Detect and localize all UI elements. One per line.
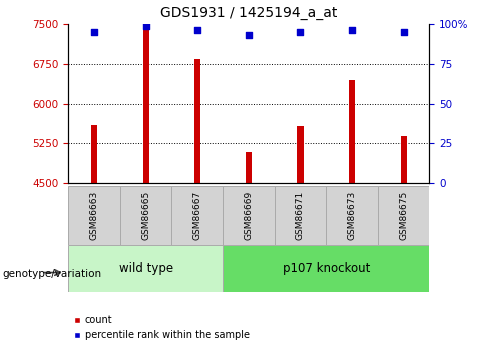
Text: GSM86669: GSM86669 (244, 191, 253, 240)
Text: GSM86663: GSM86663 (90, 191, 99, 240)
Bar (91, 125, 97, 183)
Point (245, 32, 253, 38)
Point (142, 23, 150, 29)
Title: GDS1931 / 1425194_a_at: GDS1931 / 1425194_a_at (160, 6, 338, 20)
Bar (246, 152, 252, 183)
Text: genotype/variation: genotype/variation (2, 269, 102, 279)
Point (193, 28, 201, 33)
Bar (120, 186, 171, 245)
Text: GSM86665: GSM86665 (141, 191, 150, 240)
Bar (223, 186, 275, 245)
Bar (142, 28, 149, 183)
Text: GSM86667: GSM86667 (193, 191, 202, 240)
Bar (68, 186, 120, 245)
Text: GSM86673: GSM86673 (347, 191, 357, 240)
Point (297, 29, 305, 35)
Legend: count, percentile rank within the sample: count, percentile rank within the sample (73, 315, 250, 340)
Point (90, 29, 98, 35)
Bar (223, 245, 429, 292)
Bar (275, 186, 326, 245)
Bar (326, 186, 378, 245)
Bar (297, 126, 304, 183)
Bar (68, 245, 223, 292)
Bar (171, 186, 223, 245)
Text: GSM86675: GSM86675 (399, 191, 408, 240)
Bar (401, 136, 407, 183)
Text: wild type: wild type (119, 262, 173, 275)
Bar (378, 186, 429, 245)
Bar (349, 80, 355, 183)
Point (348, 28, 356, 33)
Point (400, 29, 407, 35)
Text: p107 knockout: p107 knockout (283, 262, 370, 275)
Text: GSM86671: GSM86671 (296, 191, 305, 240)
Bar (194, 59, 201, 183)
